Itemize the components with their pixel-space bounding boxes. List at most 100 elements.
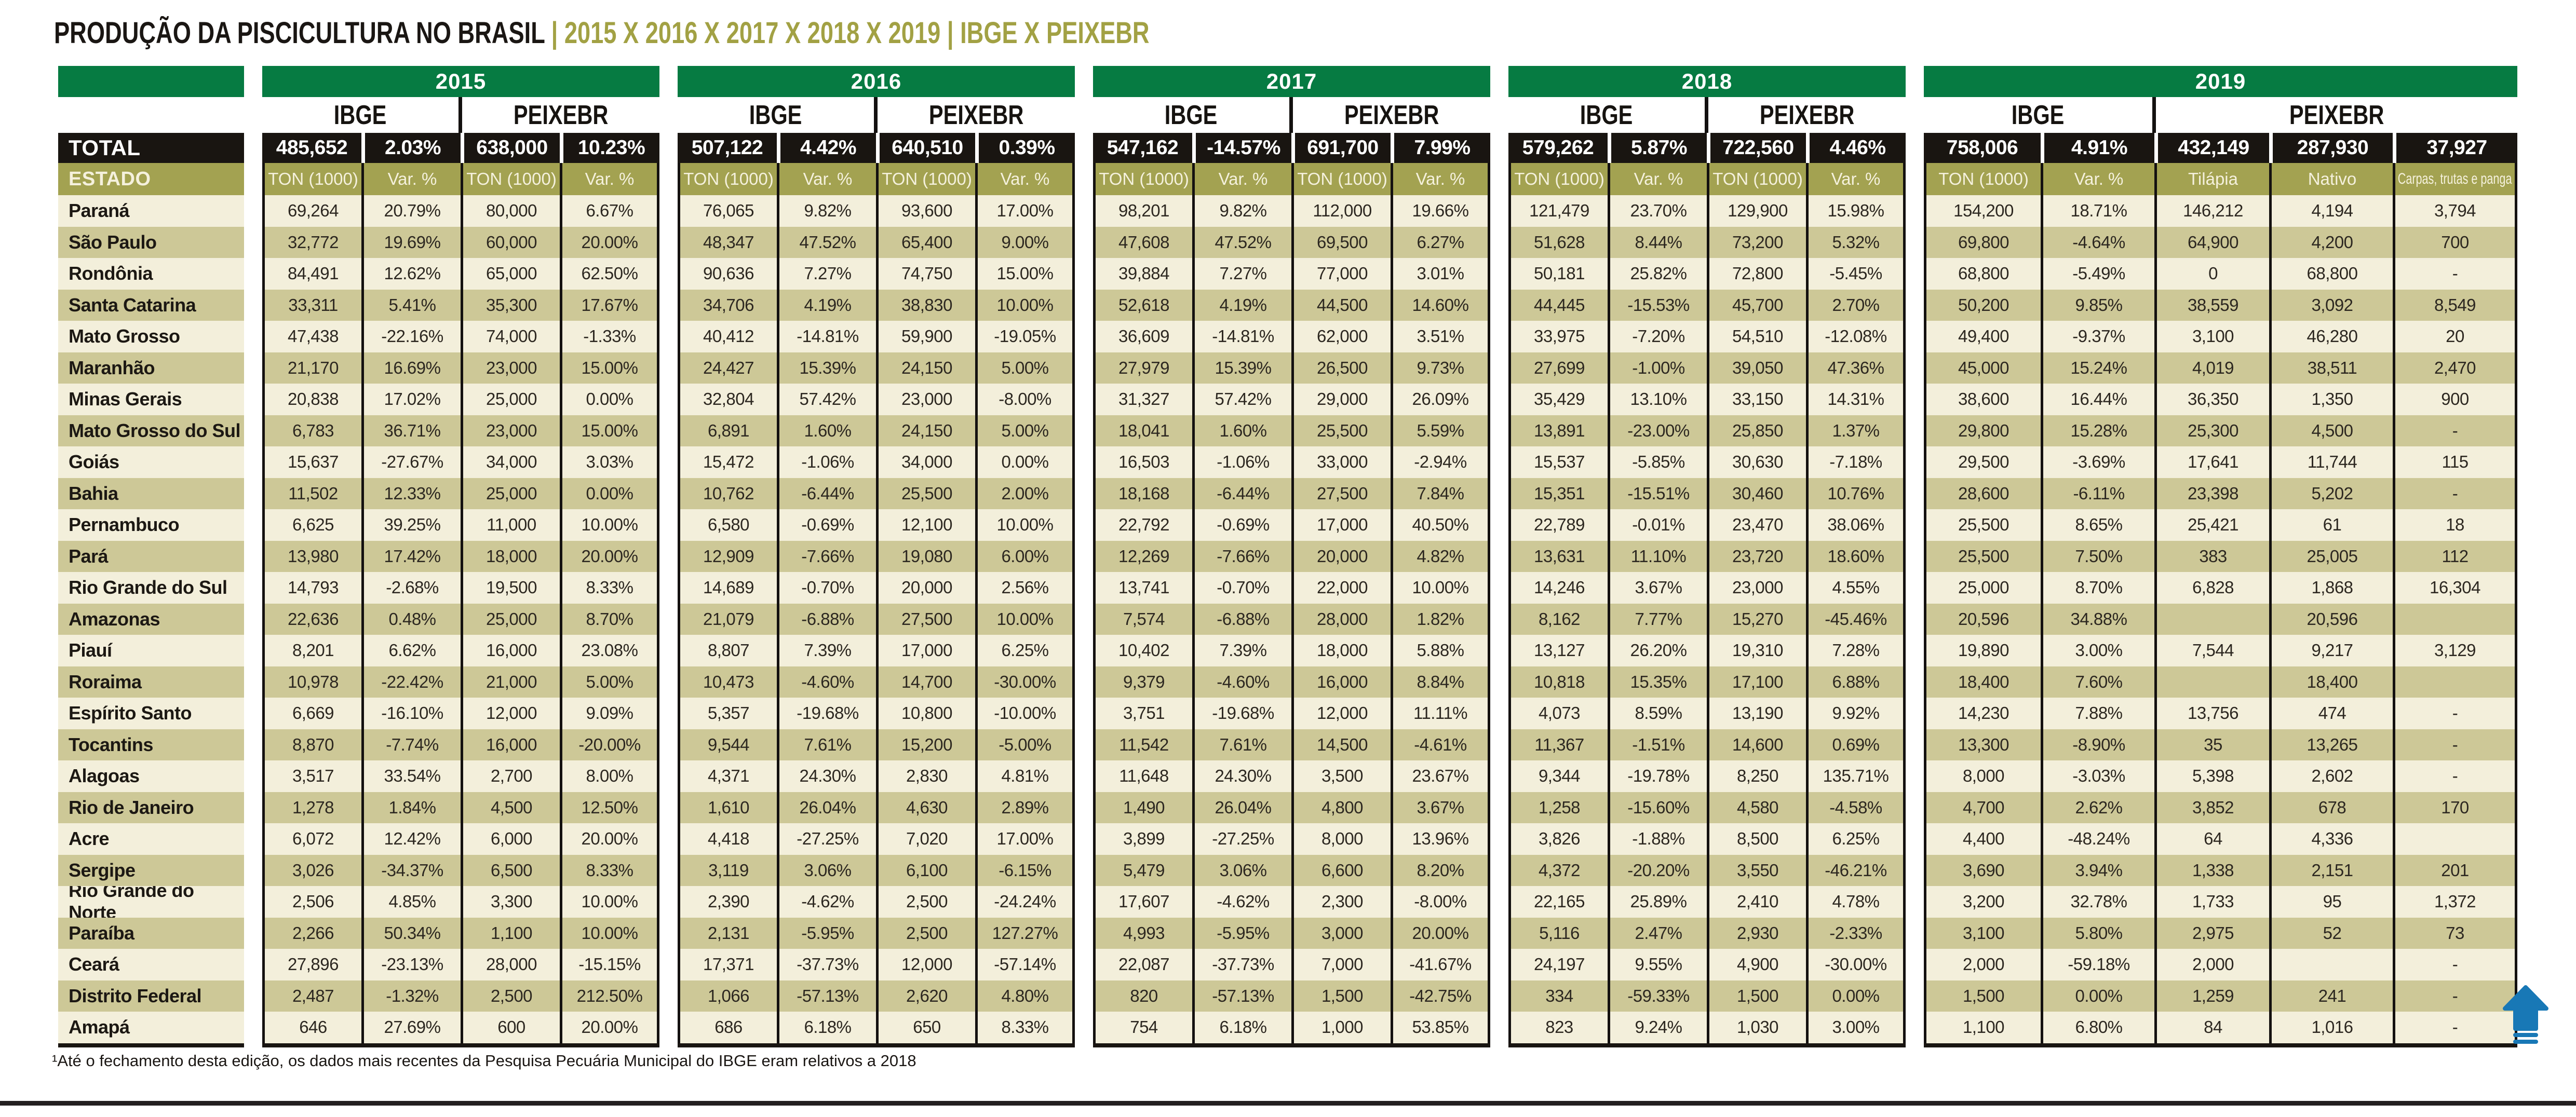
column-gap [1490,321,1508,352]
column-gap [244,917,262,949]
column-gap [659,603,678,635]
data-cell: 98,201 [1093,195,1192,227]
data-cell: -4.58% [1806,792,1906,823]
column-gap [244,792,262,823]
page-title: PRODUÇÃO DA PISCICULTURA NO BRASIL | 201… [54,16,1150,50]
data-cell: 646 [262,1012,361,1043]
data-cell: 12,000 [876,949,975,980]
data-block: 7,574 -6.88% 28,000 1.82% [1093,603,1490,635]
data-cell: -22.42% [361,666,461,698]
data-cell: 3,119 [678,854,777,886]
data-cell: -57.14% [975,949,1075,980]
year-header-2016: 2016 [678,66,1075,97]
data-cell: -7.20% [1608,321,1707,352]
column-header: TON (1000) [461,163,560,195]
data-block: 9,379 -4.60% 16,000 8.84% [1093,666,1490,698]
year-header-row: 2015 2016 2017 2018 2019 [58,66,2517,97]
data-cell: 8.33% [975,1012,1075,1043]
data-cell: 3,852 [2154,792,2269,823]
data-block: 50,181 25.82% 72,800 -5.45% [1508,258,1906,290]
data-cell: 3.94% [2041,854,2154,886]
data-cell: 3.03% [560,446,659,478]
column-gap [1075,415,1093,446]
data-block: 51,628 8.44% 73,200 5.32% [1508,226,1906,258]
data-cell: 7.88% [2041,698,2154,729]
column-gap [1490,446,1508,478]
column-gap [1490,729,1508,760]
column-gap [659,258,678,290]
column-gap [244,980,262,1012]
bottom-rule-segment [262,1043,659,1047]
data-cell: 5.41% [361,289,461,321]
state-label: Rondônia [58,258,244,290]
data-cell: 7.61% [1192,729,1291,760]
total-block-2019: 758,006 4.91% 432,149 287,930 37,927 [1924,133,2517,163]
production-table: 2015 2016 2017 2018 2019 IBGE PEIXEBR IBGE PEIXE… [58,66,2517,1047]
data-cell: 6,100 [876,854,975,886]
state-label: Goiás [58,446,244,478]
agency-peixebr-label: PEIXEBR [462,97,659,133]
column-gap [244,698,262,729]
column-gap [244,1043,262,1047]
data-cell: 20.00% [560,540,659,572]
data-cell: 1,350 [2269,384,2393,415]
data-cell: 25,000 [1924,572,2041,604]
data-cell: 46,280 [2269,321,2393,352]
data-cell: 17,000 [876,635,975,666]
state-label: Piauí [58,635,244,666]
data-cell: 820 [1093,980,1192,1012]
data-block: 24,427 15.39% 24,150 5.00% [678,352,1075,384]
column-gap [659,226,678,258]
data-cell: 8,807 [678,635,777,666]
data-cell: 14,246 [1508,572,1608,604]
data-cell: -7.18% [1806,446,1906,478]
data-cell: 121,479 [1508,195,1608,227]
data-cell: 8.70% [2041,572,2154,604]
data-cell: - [2393,1012,2517,1043]
data-block: 10,402 7.39% 18,000 5.88% [1093,635,1490,666]
data-block: 3,517 33.54% 2,700 8.00% [262,760,659,792]
data-cell: 18,168 [1093,478,1192,509]
agency-header-row: IBGE PEIXEBR IBGE PEIXEBR IBGE PEIXEBR IBGE PEI… [58,97,2517,133]
data-cell: 25,850 [1707,415,1806,446]
column-gap [1906,698,1924,729]
column-gap [1075,792,1093,823]
data-cell: 27,896 [262,949,361,980]
data-cell: 11,648 [1093,760,1192,792]
data-cell: 23,398 [2154,478,2269,509]
data-cell: 35,300 [461,289,560,321]
total-value: -14.57% [1192,133,1291,163]
data-block: 9,344 -19.78% 8,250 135.71% [1508,760,1906,792]
data-cell: 25.89% [1608,886,1707,918]
year-header-2015: 2015 [262,66,659,97]
data-cell: 4,336 [2269,823,2393,855]
data-cell: -14.81% [1192,321,1291,352]
data-cell: 6.00% [975,540,1075,572]
agency-peixebr-label: PEIXEBR [2156,97,2517,133]
column-gap [1906,666,1924,698]
data-row: Maranhão 21,170 16.69% 23,000 15.00% 24,427 15… [58,352,2517,384]
data-cell: 2,000 [2154,949,2269,980]
total-value: 287,930 [2269,133,2393,163]
column-gap [1490,635,1508,666]
total-value: 722,560 [1707,133,1806,163]
data-cell: 2,930 [1707,917,1806,949]
data-cell: 7.27% [1192,258,1291,290]
data-block: 6,625 39.25% 11,000 10.00% [262,509,659,541]
data-cell: 53.85% [1391,1012,1490,1043]
data-cell: 1,100 [1924,1012,2041,1043]
data-cell: 600 [461,1012,560,1043]
data-cell: 80,000 [461,195,560,227]
column-header: TON (1000) [678,163,777,195]
data-cell: 7,574 [1093,603,1192,635]
column-gap [1490,415,1508,446]
data-cell: 15.00% [975,258,1075,290]
data-cell: 26.20% [1608,635,1707,666]
column-header: TON (1000) [1093,163,1192,195]
data-cell: 5.00% [975,352,1075,384]
data-cell: -14.81% [777,321,876,352]
data-cell: 3,751 [1093,698,1192,729]
data-block: 11,367 -1.51% 14,600 0.69% [1508,729,1906,760]
data-cell: -15.53% [1608,289,1707,321]
data-cell: 5.80% [2041,917,2154,949]
